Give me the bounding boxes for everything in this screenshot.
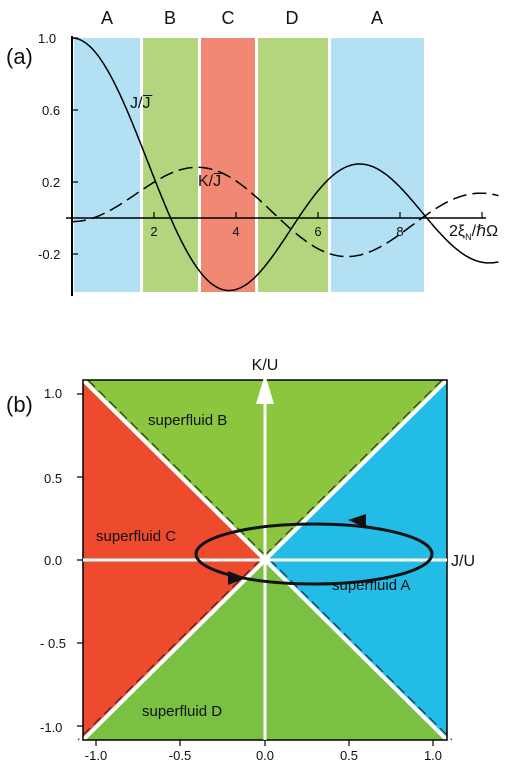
region-a-right [331,38,424,292]
region-label-a-right: A [371,8,383,28]
x-tick-label: 0.0 [256,748,274,763]
x-tick-label: 6 [314,224,321,239]
y-tick-label: 0.0 [44,553,62,568]
panel-b-label: (b) [6,392,33,417]
x-tick-label: 2 [150,224,157,239]
y-tick-label: 0.2 [42,175,60,190]
x-axis-label-main: 2ξ [449,223,465,240]
y-tick-label: 1.0 [38,31,56,46]
k-axis-arrow-icon [256,374,274,404]
region-label-b: B [164,8,176,28]
x-axis-label-tail: /ℏΩ [472,223,499,240]
region-b [143,38,198,292]
x-axis-label-sub: N [465,232,472,242]
x-tick-label: 1.0 [424,748,442,763]
orbit-path [194,522,434,586]
phase-label-d: superfluid D [142,703,222,720]
x-axis-label: 2ξN/ℏΩ [449,223,498,242]
region-c [201,38,255,292]
curve-j [72,37,499,292]
region-a-left [74,38,140,292]
panel-b: (b) K/U J/U 1.0 0.5 0.0 - 0.5 -1.0 [6,357,475,763]
region-label-d: D [286,8,299,28]
x-tick-label: 0.5 [340,748,358,763]
y-tick-label: 0.6 [42,103,60,118]
panel-a-label: (a) [6,44,33,69]
region-label-c: C [222,8,235,28]
x-tick-label: 4 [232,224,239,239]
x-tick-label: -0.5 [169,748,191,763]
phase-label-c: superfluid C [96,528,176,545]
j-axis-title: J/U [451,553,475,570]
panel-a: (a) A B C D A 1.0 0.6 0.2 -0.2 2 4 6 8 [6,8,499,296]
curve-j-label: J/J̅ [130,94,153,112]
region-label-a-left: A [101,8,113,28]
orbit-arrow-top-icon [348,514,366,528]
y-tick-label: -0.2 [38,247,60,262]
y-tick-label: 1.0 [44,386,62,401]
k-axis-title: K/U [252,357,279,374]
x-tick-label: 8 [396,224,403,239]
curve-k [72,166,499,258]
y-tick-label: - 0.5 [40,636,66,651]
y-tick-label: -1.0 [40,720,62,735]
orbit-arrow-bottom-icon [228,571,246,585]
y-tick-label: 0.5 [44,471,62,486]
x-tick-label: -1.0 [85,748,107,763]
phase-label-b: superfluid B [148,412,227,429]
region-d [258,38,328,292]
curve-k-label: K/J̅ [198,172,223,190]
